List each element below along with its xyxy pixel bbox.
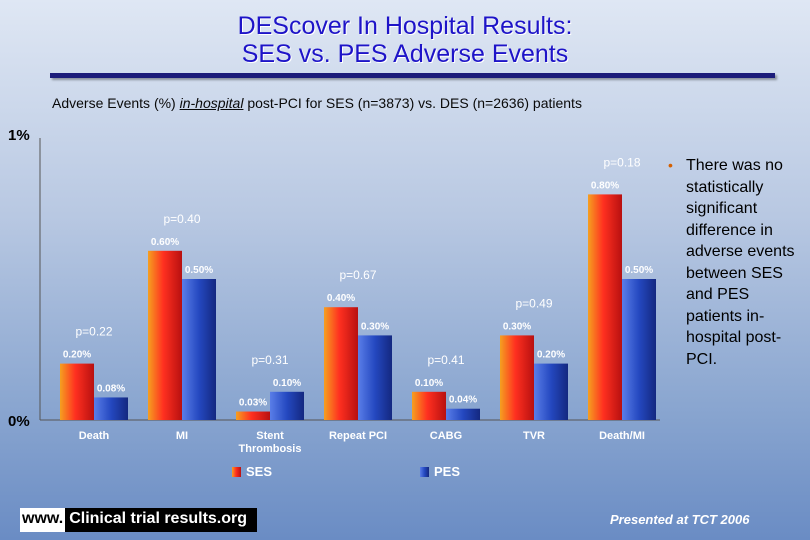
data-label: 0.50%: [625, 265, 653, 276]
title-divider: [50, 73, 775, 78]
data-label: 0.40%: [327, 293, 355, 304]
footer-presented: Presented at TCT 2006: [610, 512, 750, 527]
p-value-label: p=0.22: [75, 325, 112, 339]
bar-pes: [182, 279, 216, 420]
x-tick-label: Thrombosis: [239, 443, 302, 455]
bar-pes: [270, 391, 304, 420]
data-label: 0.30%: [503, 321, 531, 332]
slide-title: DEScover In Hospital Results: SES vs. PE…: [0, 12, 810, 68]
x-tick-label: CABG: [430, 430, 462, 442]
p-value-label: p=0.49: [515, 296, 552, 310]
bar-pes: [622, 279, 656, 420]
footer-website[interactable]: www. Clinical trial results.org: [20, 508, 258, 532]
legend-swatch-ses: [232, 467, 241, 477]
data-label: 0.20%: [537, 350, 565, 361]
title-line-2: SES vs. PES Adverse Events: [241, 40, 569, 68]
x-tick-label: TVR: [523, 430, 545, 442]
data-label: 0.10%: [415, 378, 443, 389]
subtitle-prefix: Adverse Events (%): [52, 95, 180, 111]
y-tick-label: 0%: [8, 413, 30, 430]
bar-ses: [588, 194, 622, 420]
data-label: 0.20%: [63, 350, 91, 361]
conclusion-text: There was no statistically significant d…: [686, 157, 795, 368]
footer-site-name: Clinical trial results.org: [65, 508, 258, 532]
bar-pes: [446, 408, 480, 420]
data-label: 0.08%: [97, 383, 125, 394]
data-label: 0.60%: [151, 237, 179, 248]
data-label: 0.04%: [449, 395, 477, 406]
chart-subtitle: Adverse Events (%) in-hospital post-PCI …: [52, 95, 582, 111]
p-value-label: p=0.67: [339, 268, 376, 282]
bar-pes: [94, 397, 128, 420]
data-label: 0.50%: [185, 265, 213, 276]
x-tick-label: Death/MI: [599, 430, 645, 442]
bullet-dot-icon: •: [668, 157, 673, 173]
subtitle-suffix: post-PCI for SES (n=3873) vs. DES (n=263…: [243, 95, 582, 111]
y-tick-label: 1%: [8, 127, 30, 144]
bar-ses: [412, 391, 446, 420]
data-label: 0.10%: [273, 378, 301, 389]
bar-ses: [236, 411, 270, 420]
data-label: 0.03%: [239, 398, 267, 409]
x-tick-label: Death: [79, 430, 110, 442]
legend-label-ses: SES: [246, 464, 272, 479]
data-label: 0.30%: [361, 321, 389, 332]
subtitle-underlined: in-hospital: [179, 95, 244, 111]
p-value-label: p=0.18: [603, 155, 640, 169]
p-value-label: p=0.31: [251, 353, 288, 367]
x-tick-label: MI: [176, 430, 188, 442]
bar-ses: [60, 363, 94, 420]
p-value-label: p=0.41: [427, 353, 464, 367]
p-value-label: p=0.40: [163, 212, 200, 226]
bar-ses: [324, 307, 358, 420]
bar-ses: [500, 335, 534, 420]
data-label: 0.80%: [591, 180, 619, 191]
legend-swatch-pes: [420, 467, 429, 477]
title-line-1: DEScover In Hospital Results:: [237, 12, 573, 40]
legend-label-pes: PES: [434, 464, 460, 479]
bar-pes: [358, 335, 392, 420]
bar-pes: [534, 363, 568, 420]
bar-ses: [148, 250, 182, 420]
x-tick-label: Repeat PCI: [329, 430, 387, 442]
footer-www: www.: [20, 508, 66, 532]
x-tick-label: Stent: [256, 430, 284, 442]
